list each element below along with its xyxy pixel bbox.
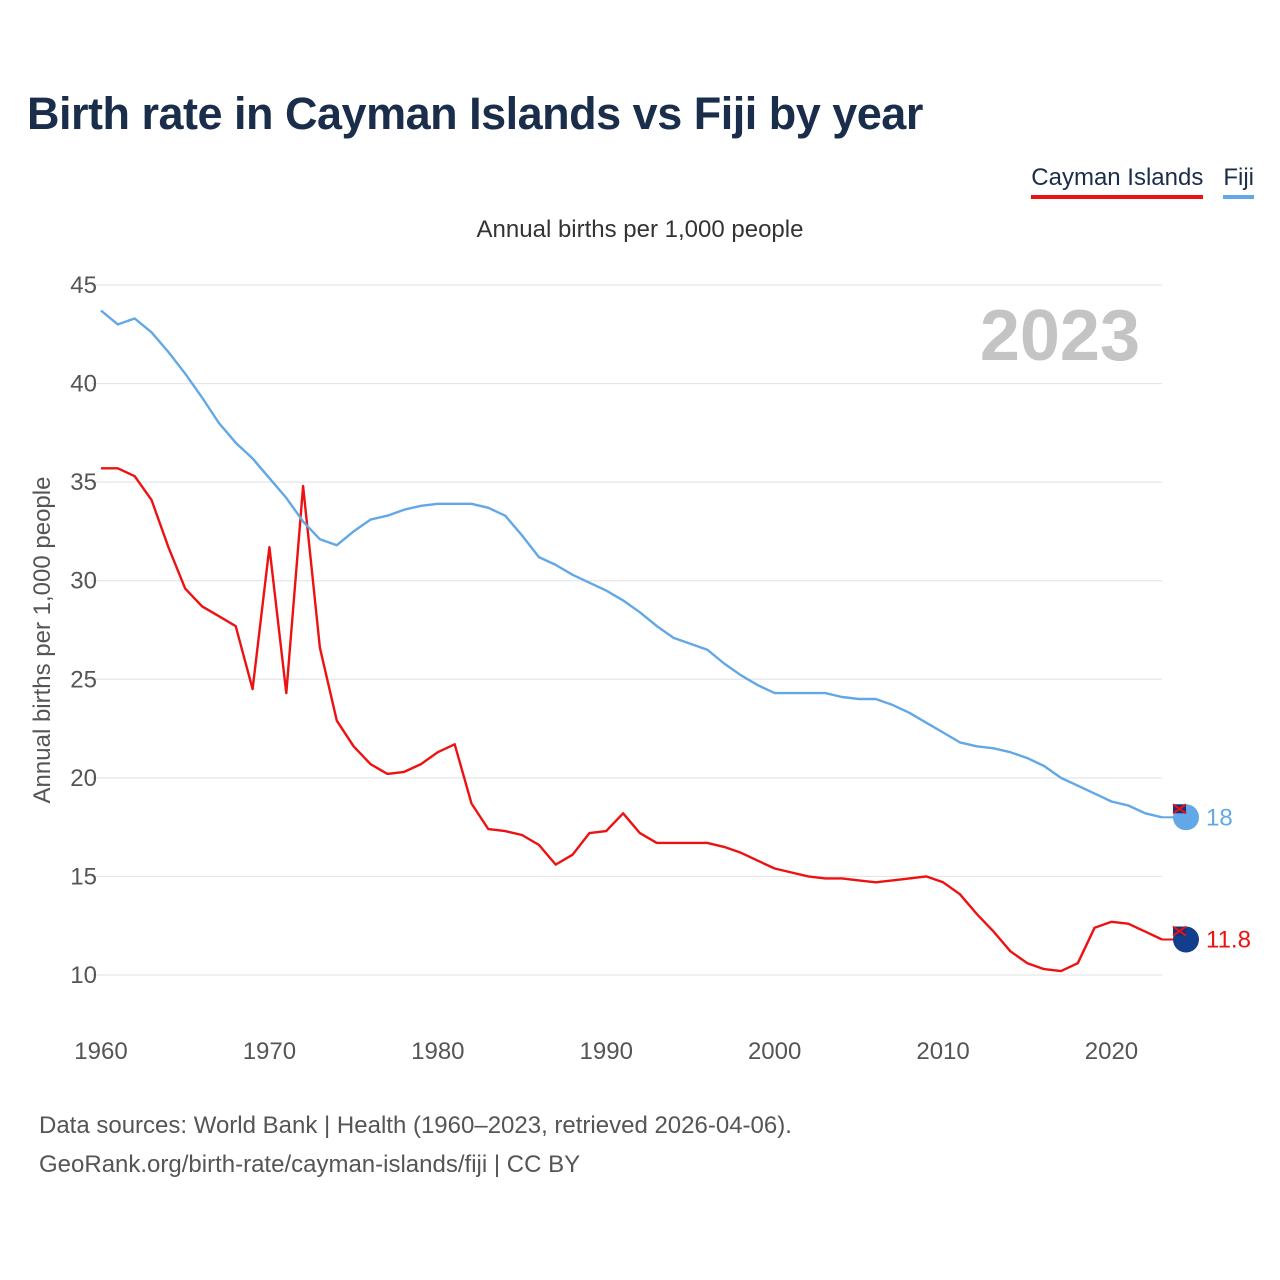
legend-item-cayman-islands[interactable]: Cayman Islands (1031, 164, 1204, 199)
y-tick-label: 25 (70, 666, 97, 693)
y-tick-label: 15 (70, 863, 97, 890)
footer-credit[interactable]: GeoRank.org/birth-rate/cayman-islands/fi… (39, 1151, 581, 1178)
y-axis-label: Annual births per 1,000 people (29, 477, 56, 804)
y-tick-label: 20 (70, 765, 97, 792)
y-tick-label: 30 (70, 568, 97, 595)
legend: Cayman Islands Fiji (1031, 164, 1254, 199)
y-tick-label: 45 (70, 272, 97, 299)
chart-subtitle: Annual births per 1,000 people (476, 216, 804, 243)
x-tick-label: 2020 (1085, 1038, 1138, 1065)
flag-cross-icon (1172, 925, 1187, 937)
chart-title: Birth rate in Cayman Islands vs Fiji by … (27, 88, 923, 139)
series-line-cayman-islands[interactable] (101, 467, 1163, 973)
x-tick-label: 1990 (580, 1038, 633, 1065)
end-value-label-fiji: 18 (1206, 804, 1233, 831)
legend-item-fiji[interactable]: Fiji (1223, 164, 1254, 199)
x-tick-label: 1970 (243, 1038, 296, 1065)
y-tick-label: 10 (70, 962, 97, 989)
y-tick-label: 35 (70, 469, 97, 496)
footer: Data sources: World Bank | Health (1960–… (39, 1106, 792, 1184)
flag-cross-icon (1172, 803, 1187, 815)
series-line-fiji[interactable] (100, 309, 1163, 819)
x-tick-label: 1960 (74, 1038, 127, 1065)
end-value-label-cayman-islands: 11.8 (1206, 927, 1251, 954)
y-tick-label: 40 (70, 371, 97, 398)
x-tick-label: 1980 (411, 1038, 464, 1065)
footer-sources: Data sources: World Bank | Health (1960–… (39, 1112, 792, 1139)
year-watermark: 2023 (980, 296, 1140, 376)
x-tick-label: 2010 (916, 1038, 969, 1065)
x-tick-label: 2000 (748, 1038, 801, 1065)
